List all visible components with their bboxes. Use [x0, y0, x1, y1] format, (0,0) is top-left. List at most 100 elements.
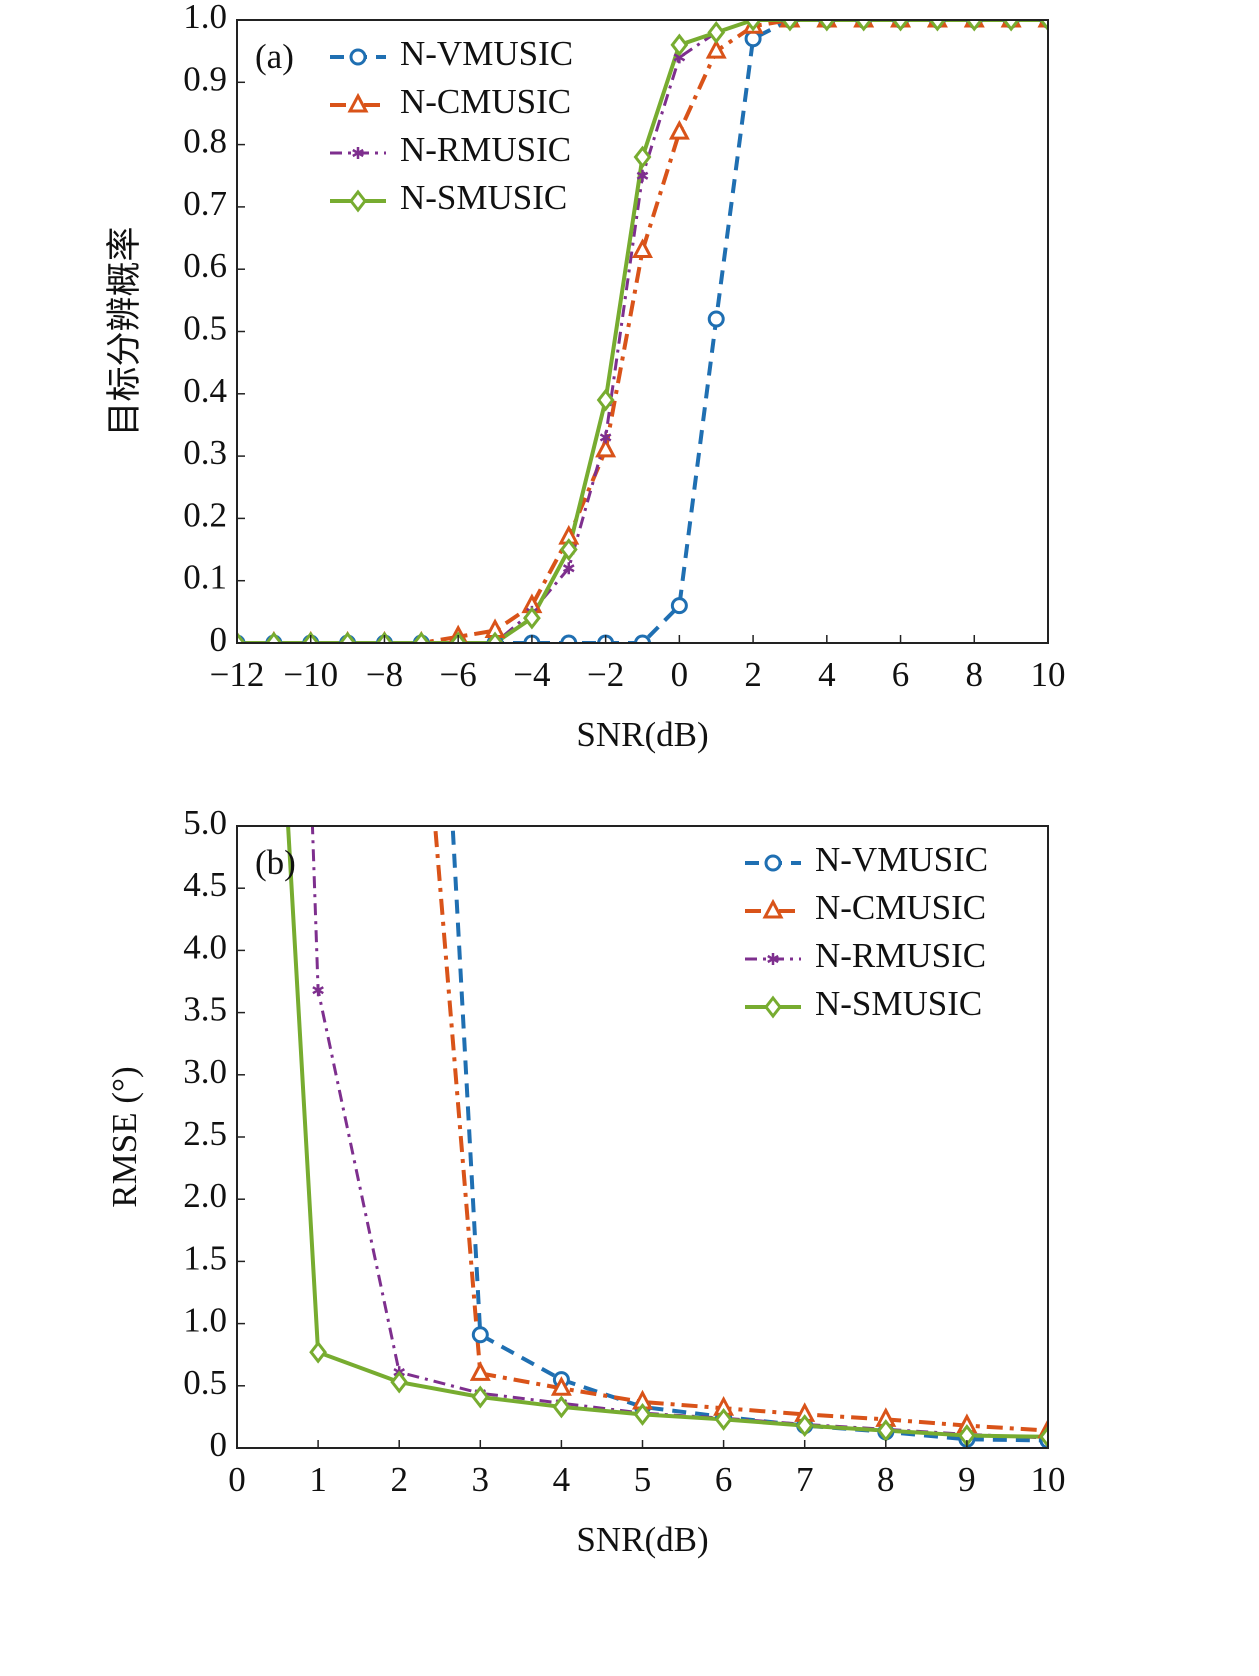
x-tick-label: −8 [366, 655, 403, 694]
series-line [237, 20, 1048, 643]
x-tick-label: 8 [877, 1460, 895, 1499]
y-tick-label: 0.9 [183, 59, 227, 98]
marker [471, 1385, 490, 1409]
legend-marker [764, 995, 782, 1019]
x-tick-label: 10 [1031, 1460, 1066, 1499]
axes-frame [236, 825, 1049, 1449]
x-tick-label: 6 [715, 1460, 733, 1499]
marker [550, 1376, 572, 1396]
y-tick-label: 2.5 [183, 1114, 227, 1153]
marker [1039, 20, 1048, 32]
y-tick-label: 0 [210, 620, 228, 659]
x-tick-label: 2 [744, 655, 762, 694]
marker [636, 169, 649, 182]
marker [670, 33, 689, 57]
x-tick-label: 10 [1031, 655, 1066, 694]
y-tick-label: 0.5 [183, 309, 227, 348]
marker [562, 562, 575, 575]
y-tick-label: 0.8 [183, 122, 227, 161]
marker [412, 631, 431, 643]
panel-label: (a) [255, 37, 294, 76]
legend-label: N-RMUSIC [400, 130, 571, 169]
y-axis-title: RMSE (°) [105, 1066, 144, 1207]
marker [560, 634, 578, 643]
marker [471, 1326, 489, 1344]
y-tick-label: 1.0 [183, 0, 227, 36]
x-tick-label: 3 [472, 1460, 490, 1499]
legend-marker [349, 189, 367, 213]
y-tick-label: 0.6 [183, 246, 227, 285]
marker [714, 1407, 733, 1431]
marker [632, 238, 653, 259]
x-tick-label: −10 [283, 655, 338, 694]
x-axis-title: SNR(dB) [576, 1520, 708, 1559]
y-axis-title: 目标分辨概率 [105, 226, 144, 436]
marker [744, 30, 762, 48]
legend-label: N-SMUSIC [400, 178, 567, 217]
marker [795, 1414, 814, 1438]
y-tick-label: 0.7 [183, 184, 227, 223]
y-tick-label: 0.3 [183, 433, 227, 472]
y-tick-label: 3.5 [183, 990, 227, 1029]
marker [391, 382, 407, 397]
y-tick-label: 0 [210, 1425, 228, 1464]
marker [486, 631, 504, 643]
marker [559, 538, 578, 561]
legend-marker [352, 147, 364, 159]
legend-marker [762, 898, 784, 919]
y-tick-label: 0.1 [183, 558, 227, 597]
x-tick-label: 7 [796, 1460, 814, 1499]
legend-label: N-VMUSIC [400, 34, 573, 73]
y-tick-label: 2.0 [183, 1176, 227, 1215]
y-tick-label: 4.5 [183, 865, 227, 904]
marker [237, 631, 246, 643]
x-tick-label: 0 [671, 655, 689, 694]
marker [965, 20, 984, 32]
marker [633, 1402, 652, 1426]
marker [338, 631, 357, 643]
marker [309, 1340, 328, 1364]
x-tick-label: 4 [553, 1460, 571, 1499]
x-tick-label: 9 [958, 1460, 976, 1499]
x-tick-label: −2 [587, 655, 624, 694]
y-tick-label: 1.5 [183, 1238, 227, 1277]
y-tick-label: 0.5 [183, 1363, 227, 1402]
plot-area [237, 20, 1048, 643]
marker [312, 984, 324, 997]
series-line [237, 20, 1048, 643]
legend-label: N-CMUSIC [815, 888, 986, 927]
marker [552, 1395, 571, 1419]
marker [633, 145, 652, 169]
x-tick-label: 1 [309, 1460, 327, 1499]
axes-frame [236, 19, 1049, 644]
legend-marker [349, 48, 367, 66]
x-tick-label: 0 [228, 1460, 246, 1499]
y-tick-label: 0.2 [183, 495, 227, 534]
x-tick-label: 5 [634, 1460, 652, 1499]
marker [891, 20, 910, 32]
marker [1002, 20, 1021, 32]
x-tick-label: −4 [513, 655, 550, 694]
legend-marker [767, 953, 779, 965]
x-axis-title: SNR(dB) [576, 715, 708, 754]
y-tick-label: 1.0 [183, 1301, 227, 1340]
x-tick-label: 8 [966, 655, 984, 694]
marker [707, 310, 725, 328]
marker [469, 1361, 491, 1381]
legend-marker [764, 854, 782, 872]
y-tick-label: 5.0 [183, 803, 227, 842]
marker [634, 634, 651, 643]
y-tick-label: 0.4 [183, 371, 227, 410]
legend-label: N-CMUSIC [400, 82, 571, 121]
marker [876, 1419, 895, 1443]
marker [599, 431, 612, 444]
x-tick-label: −6 [440, 655, 477, 694]
marker [523, 606, 541, 630]
legend-label: N-VMUSIC [815, 840, 988, 879]
marker [596, 388, 615, 412]
legend-label: N-SMUSIC [815, 984, 982, 1023]
marker [744, 20, 762, 32]
marker [854, 20, 873, 32]
marker [1039, 1425, 1048, 1448]
marker [670, 597, 688, 615]
